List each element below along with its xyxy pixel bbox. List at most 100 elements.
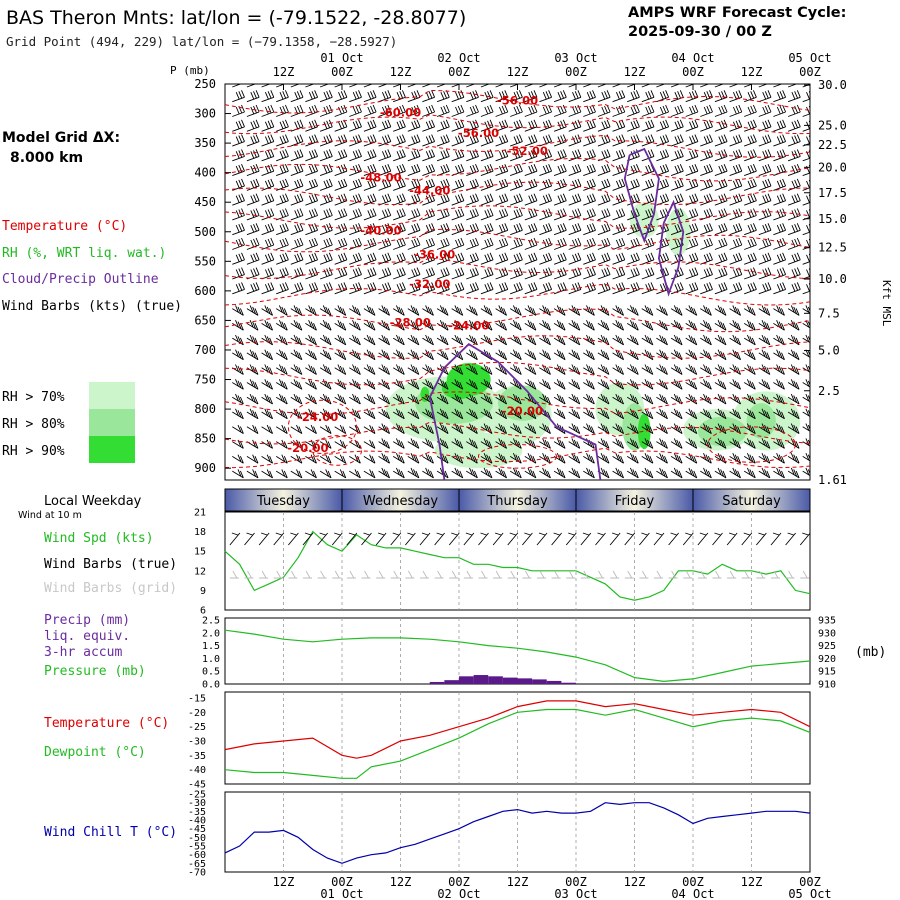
time-tick-top: 12Z — [390, 65, 412, 79]
wind-barb — [407, 84, 418, 88]
wind-barb — [290, 282, 304, 295]
temperature-contours — [225, 89, 810, 469]
wind-barb — [729, 453, 742, 464]
wind-barb — [422, 305, 434, 316]
weekday-bar: Tuesday Wednesday Thursday Friday Saturday — [224, 488, 811, 512]
wind-barb-true — [609, 532, 621, 546]
y-tick-label: -35 — [188, 751, 206, 762]
wind-barb — [363, 252, 377, 265]
wind-barb — [392, 438, 405, 449]
wind-barb — [495, 149, 509, 162]
wind-barb — [436, 208, 450, 221]
wind-barb — [232, 424, 244, 434]
wind-barb — [612, 119, 626, 132]
wind-barb — [656, 193, 670, 206]
temperature-contour — [312, 435, 362, 466]
wind-barb — [612, 320, 625, 331]
wind-barb — [787, 90, 801, 103]
wind-barb — [319, 282, 333, 295]
wind-barb — [729, 334, 742, 346]
precip-bar — [517, 678, 533, 684]
wind-barb — [744, 178, 757, 191]
wind-barb — [641, 467, 654, 479]
wind-barb — [714, 134, 728, 147]
wind-barb — [626, 408, 639, 420]
wind-barb — [451, 178, 465, 191]
wind-barb — [714, 453, 727, 464]
wind-barb-grid — [610, 570, 620, 579]
wind-barb — [480, 282, 494, 295]
wind-barb — [743, 305, 756, 316]
wind-barb — [802, 379, 810, 388]
wind-barb — [407, 320, 420, 331]
wind-barb — [334, 208, 348, 221]
wind-barb — [349, 90, 362, 103]
wind-barb-grid — [756, 570, 766, 579]
y-tick-label: 920 — [818, 654, 836, 665]
wind-barb — [758, 393, 771, 405]
wind-barb — [275, 349, 288, 361]
wind-barb — [349, 134, 362, 147]
wind-barb — [480, 84, 491, 88]
wind-barb — [612, 349, 625, 361]
wind-barb-true — [639, 532, 650, 546]
wind-barb-true — [580, 532, 592, 546]
wind-barb — [758, 282, 772, 295]
wind-barb — [246, 393, 259, 405]
wind-barb — [275, 379, 288, 390]
wind-barb — [714, 119, 728, 132]
wind-barb — [363, 364, 376, 375]
wind-barb — [407, 305, 420, 316]
wind-barb — [597, 364, 610, 375]
wind-barb — [758, 334, 771, 346]
wind-barb — [393, 104, 406, 117]
wind-barb — [700, 408, 712, 420]
wind-barb-grid — [771, 570, 780, 579]
wind-barb — [334, 334, 347, 346]
wind-barb — [334, 164, 348, 177]
wind-barb — [334, 178, 348, 191]
wind-barb-true — [522, 532, 533, 546]
temperature-contour-label: -44.00 — [409, 184, 450, 198]
wind-barb-true — [302, 532, 314, 546]
wind-barb — [305, 349, 317, 361]
wind-barb — [378, 393, 391, 405]
dewpoint-panel-label: Dewpoint (°C) — [44, 745, 146, 760]
wind-barb — [305, 178, 319, 191]
wind-barb — [700, 164, 713, 177]
wind-barb — [539, 193, 553, 206]
kft-axis-title: Kft MSL — [880, 280, 893, 327]
wind-barb — [524, 84, 535, 88]
wind-barb — [363, 134, 377, 147]
rh-shading-region — [629, 202, 659, 238]
wind-barb — [583, 423, 595, 434]
wind-barb — [290, 104, 304, 117]
wind-barb — [276, 267, 289, 280]
wind-barb — [656, 408, 668, 420]
time-tick-top: 00Z — [448, 65, 470, 79]
wind-barb — [422, 164, 436, 177]
wind-barb — [553, 364, 566, 375]
wind-barb-true — [507, 532, 519, 546]
wind-barb — [597, 223, 611, 236]
wind-barb — [392, 334, 405, 346]
cycle-label: AMPS WRF Forecast Cycle: — [628, 5, 846, 21]
wind-barb — [568, 453, 581, 464]
wind-barb — [758, 134, 772, 147]
wind-barb — [802, 268, 810, 280]
wind-barb — [583, 149, 596, 162]
temperature-contour — [225, 134, 810, 158]
wind-barb — [744, 90, 757, 103]
wind-barb — [787, 423, 800, 434]
wind-barb — [261, 149, 275, 162]
wind-barb — [275, 305, 288, 316]
wind-barb — [334, 193, 348, 206]
y-tick-label: 930 — [818, 628, 836, 639]
wind-barb — [276, 119, 289, 132]
wind-barb — [627, 193, 640, 206]
wind-barb — [480, 90, 494, 103]
wind-barb — [349, 119, 362, 132]
pressure-tick-label: 450 — [194, 195, 216, 209]
wind-barb — [232, 134, 245, 147]
wind-barb — [553, 223, 567, 236]
